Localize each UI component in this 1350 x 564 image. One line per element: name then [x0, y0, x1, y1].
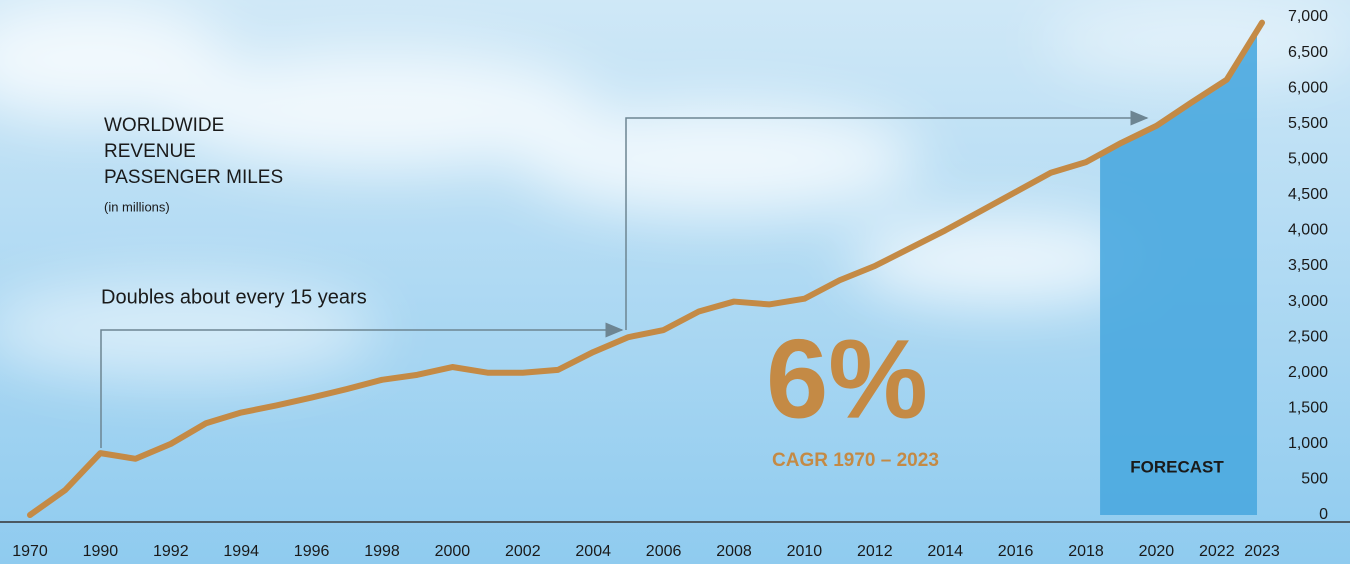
y-tick-label: 500: [1301, 471, 1328, 488]
x-tick-label: 1998: [364, 543, 400, 560]
x-tick-label: 2006: [646, 543, 682, 560]
x-tick-label: 1990: [83, 543, 119, 560]
y-tick-label: 1,500: [1288, 400, 1328, 417]
x-tick-label: 1994: [223, 543, 259, 560]
y-tick-label: 3,000: [1288, 293, 1328, 310]
y-tick-label: 6,000: [1288, 79, 1328, 96]
x-tick-label: 1992: [153, 543, 189, 560]
x-tick-label: 2012: [857, 543, 893, 560]
y-tick-label: 2,500: [1288, 328, 1328, 345]
x-tick-label: 1996: [294, 543, 330, 560]
y-tick-label: 4,000: [1288, 222, 1328, 239]
y-tick-label: 5,500: [1288, 115, 1328, 132]
x-tick-label: 2010: [787, 543, 823, 560]
y-tick-label: 3,500: [1288, 257, 1328, 274]
x-tick-label: 2014: [927, 543, 963, 560]
y-tick-label: 5,000: [1288, 151, 1328, 168]
forecast-label: FORECAST: [1130, 457, 1224, 476]
x-tick-label: 2018: [1068, 543, 1104, 560]
cagr-value: 6%: [766, 317, 928, 442]
x-tick-label: 2004: [575, 543, 611, 560]
x-tick-label: 2002: [505, 543, 541, 560]
title-line: WORLDWIDE: [104, 115, 224, 136]
y-tick-label: 4,500: [1288, 186, 1328, 203]
y-tick-label: 2,000: [1288, 364, 1328, 381]
chart: WORLDWIDE REVENUE PASSENGER MILES (in mi…: [0, 0, 1350, 564]
y-tick-label: 6,500: [1288, 44, 1328, 61]
y-tick-label: 7,000: [1288, 8, 1328, 25]
x-tick-label: 2016: [998, 543, 1034, 560]
x-tick-label: 2022: [1199, 543, 1235, 560]
title-line: PASSENGER MILES: [104, 167, 283, 188]
annotation: Doubles about every 15 years: [101, 286, 367, 308]
y-tick-label: 1,000: [1288, 435, 1328, 452]
x-tick-label: 2020: [1139, 543, 1175, 560]
title-line: REVENUE: [104, 141, 196, 162]
x-tick-label: 1970: [12, 543, 48, 560]
cagr-label: CAGR 1970 – 2023: [772, 450, 939, 471]
y-tick-label: 0: [1319, 506, 1328, 523]
subtitle: (in millions): [104, 199, 170, 214]
x-tick-label: 2008: [716, 543, 752, 560]
x-tick-label: 2000: [435, 543, 471, 560]
x-tick-label: 2023: [1244, 543, 1280, 560]
